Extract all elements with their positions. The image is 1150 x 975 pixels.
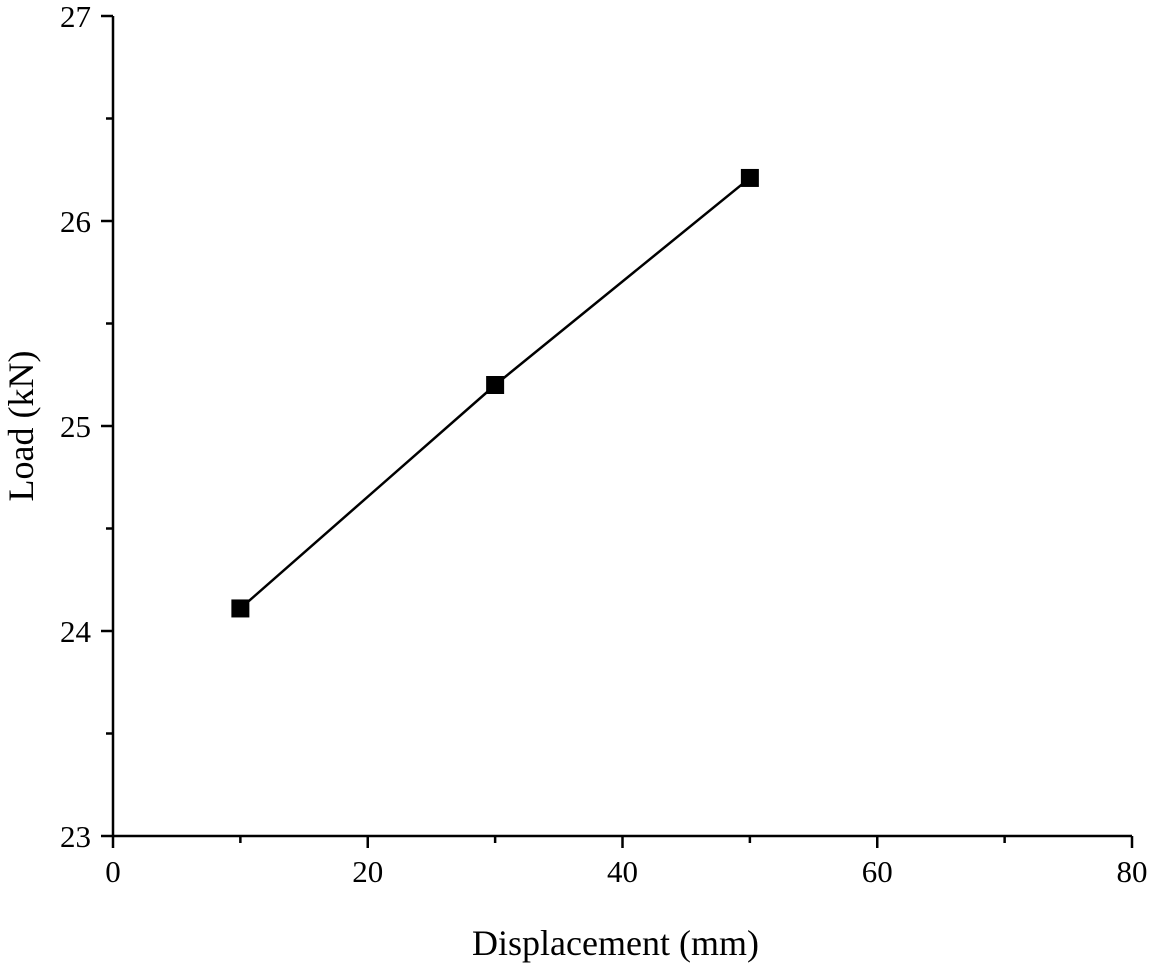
- y-axis-title: Load (kN): [1, 351, 41, 502]
- data-series: [231, 168, 759, 618]
- x-tick-label: 60: [862, 854, 893, 889]
- axes: [111, 16, 1132, 838]
- x-tick-label: 20: [352, 854, 383, 889]
- y-tick-label: 26: [60, 204, 91, 239]
- data-point-marker: [231, 599, 250, 618]
- x-tick-label: 0: [105, 854, 121, 889]
- x-tick-label: 80: [1117, 854, 1148, 889]
- y-tick-label: 23: [60, 819, 91, 854]
- y-tick-label: 25: [60, 409, 91, 444]
- x-axis-title: Displacement (mm): [472, 923, 759, 963]
- x-tick-label: 40: [607, 854, 638, 889]
- y-tick-label: 27: [60, 0, 91, 34]
- axis-ticks: 0 20 40 60 80 23 24 25 26 27: [60, 0, 1148, 889]
- y-tick-label: 24: [60, 614, 92, 649]
- data-point-marker: [740, 168, 759, 187]
- data-point-marker: [486, 376, 505, 394]
